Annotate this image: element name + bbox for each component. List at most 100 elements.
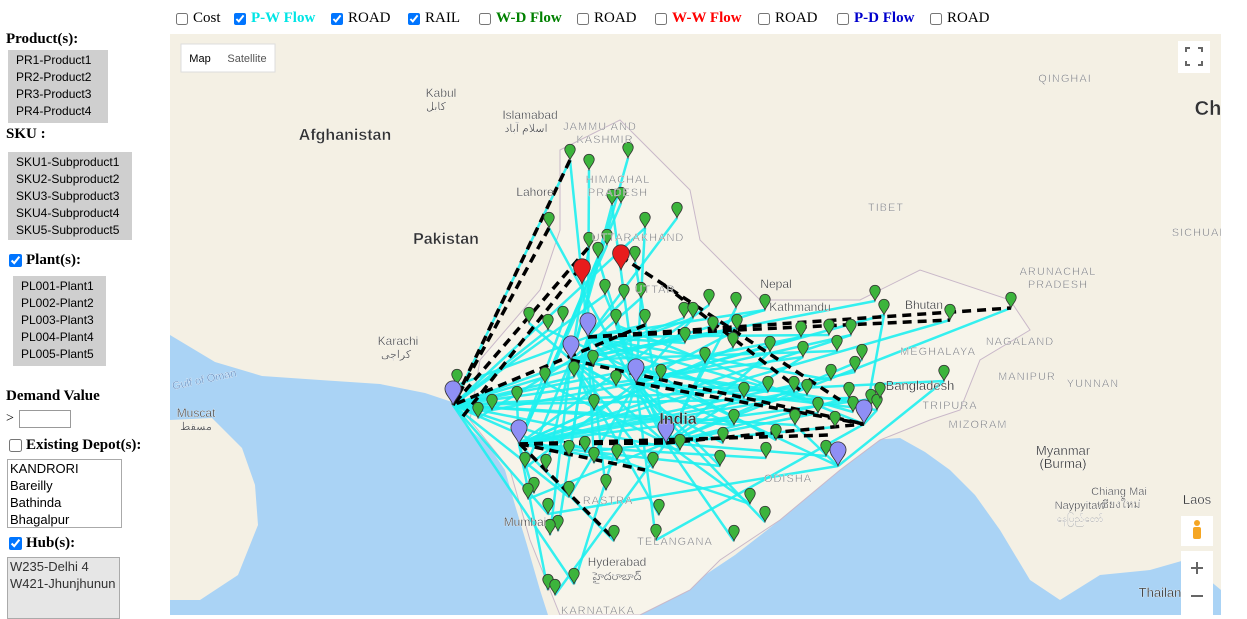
depot-marker	[759, 293, 771, 312]
list-item[interactable]: PL001-Plant1	[21, 279, 94, 293]
p-w-route	[837, 380, 945, 467]
checkbox[interactable]	[479, 12, 491, 25]
toolbar-label: RAIL	[425, 10, 460, 26]
depot-marker	[610, 308, 622, 327]
map-label: Ch	[1195, 98, 1221, 120]
list-item[interactable]: SKU1-Subproduct1	[16, 155, 120, 169]
map-label: TRIPURA	[922, 400, 977, 412]
depot-marker	[647, 451, 659, 470]
p-w-route	[452, 404, 549, 515]
depot-marker	[759, 505, 771, 524]
checkbox[interactable]	[408, 12, 420, 25]
list-item[interactable]: PL002-Plant2	[21, 296, 94, 310]
plant-list[interactable]: PL001-Plant1 PL002-Plant2 PL003-Plant3 PL00…	[13, 276, 106, 366]
list-item[interactable]: W235-Delhi 4	[10, 559, 89, 574]
p-w-route	[452, 335, 802, 407]
map-label: Laos	[1183, 492, 1212, 507]
p-w-route	[556, 336, 590, 532]
sku-list[interactable]: SKU1-Subproduct1 SKU2-Subproduct2 SKU3-Sub…	[8, 152, 132, 240]
list-item[interactable]: PL004-Plant4	[21, 330, 94, 344]
checkbox[interactable]	[9, 254, 22, 267]
list-item[interactable]: PL003-Plant3	[21, 313, 94, 327]
depot-row: Existing Depot(s):	[9, 437, 141, 454]
list-item[interactable]: SKU5-Subproduct5	[16, 223, 120, 237]
p-w-route	[587, 335, 832, 382]
list-item[interactable]: Bathinda	[10, 495, 62, 510]
map-button[interactable]: Map	[189, 53, 210, 65]
list-item[interactable]: SKU2-Subproduct2	[16, 172, 120, 186]
p-w-route	[452, 403, 796, 427]
bay-of-bengal	[640, 438, 1221, 615]
depot-list[interactable]: KANDRORI Bareilly Bathinda Bhagalpur	[7, 459, 122, 528]
depot-marker	[687, 301, 699, 320]
depot-marker	[568, 360, 580, 379]
p-w-route	[548, 359, 573, 536]
pegman[interactable]	[1181, 516, 1213, 546]
operator: >	[6, 411, 14, 426]
depot-marker	[472, 401, 484, 420]
hub-row: Hub(s):	[9, 535, 75, 552]
list-item[interactable]: Bareilly	[10, 478, 53, 493]
depot-marker	[639, 308, 651, 327]
plant-marker	[855, 399, 873, 426]
depot-marker	[671, 201, 683, 220]
toolbar-label: P-D Flow	[854, 10, 915, 26]
list-item[interactable]: KANDRORI	[10, 461, 79, 476]
depot-marker	[717, 426, 729, 445]
list-item[interactable]: Bhagalpur	[10, 512, 70, 527]
checkbox[interactable]	[577, 12, 589, 25]
list-item[interactable]: PR3-Product3	[16, 87, 92, 101]
list-item[interactable]: PR1-Product1	[16, 53, 92, 67]
depot-marker	[600, 473, 612, 492]
demand-input[interactable]	[19, 410, 71, 428]
list-item[interactable]: PR4-Product4	[16, 104, 92, 118]
depot-marker	[674, 433, 686, 452]
map-label: Kabul	[426, 86, 457, 100]
checkbox[interactable]	[758, 12, 770, 25]
checkbox[interactable]	[655, 12, 667, 25]
map-label: YUNNAN	[1067, 378, 1119, 390]
list-item[interactable]: SKU3-Subproduct3	[16, 189, 120, 203]
list-item[interactable]: SKU4-Subproduct4	[16, 206, 120, 220]
map-label: Nepal	[760, 277, 791, 291]
checkbox[interactable]	[331, 12, 343, 25]
p-w-route	[587, 333, 830, 339]
p-w-route	[523, 359, 573, 469]
heading: Plant(s):	[26, 252, 81, 268]
depot-marker	[760, 441, 772, 460]
depot-marker	[592, 241, 604, 260]
toolbar-label: ROAD	[775, 10, 818, 26]
fullscreen-button[interactable]	[1178, 41, 1210, 73]
toolbar-item: Cost	[176, 10, 221, 27]
checkbox[interactable]	[234, 12, 246, 25]
checkbox[interactable]	[176, 12, 188, 25]
checkbox[interactable]	[9, 537, 22, 550]
rail-route	[451, 227, 551, 406]
depot-marker	[519, 451, 531, 470]
list-item[interactable]: PL005-Plant5	[21, 347, 94, 361]
product-list[interactable]: PR1-Product1 PR2-Product2 PR3-Product3 PR4-…	[8, 50, 108, 123]
toolbar-item: ROAD	[758, 10, 818, 27]
list-item[interactable]: W421-Jhunjhunun	[10, 576, 116, 591]
depot-marker	[606, 188, 618, 207]
zoom-control[interactable]	[1181, 551, 1213, 615]
map-label: Islamabad	[502, 108, 557, 122]
map-label: مسقط	[180, 421, 212, 433]
hub-list[interactable]: W235-Delhi 4 W421-Jhunjhunun	[7, 557, 120, 619]
rail-route	[451, 246, 590, 407]
checkbox[interactable]	[837, 12, 849, 25]
map-label: UTTAR	[635, 284, 676, 296]
depot-marker	[678, 301, 690, 320]
p-w-route	[635, 381, 878, 412]
checkbox[interactable]	[930, 12, 942, 25]
p-w-route	[587, 335, 854, 414]
depot-marker	[655, 363, 667, 382]
satellite-button[interactable]: Satellite	[227, 53, 266, 65]
depot-marker	[549, 578, 561, 597]
depot-marker	[831, 334, 843, 353]
checkbox[interactable]	[9, 439, 22, 452]
map[interactable]: Afghanistan Pakistan India Nepal Bhutan Bangl…	[170, 34, 1221, 615]
toolbar-label: W-W Flow	[672, 10, 742, 26]
list-item[interactable]: PR2-Product2	[16, 70, 92, 84]
depot-marker	[823, 318, 835, 337]
